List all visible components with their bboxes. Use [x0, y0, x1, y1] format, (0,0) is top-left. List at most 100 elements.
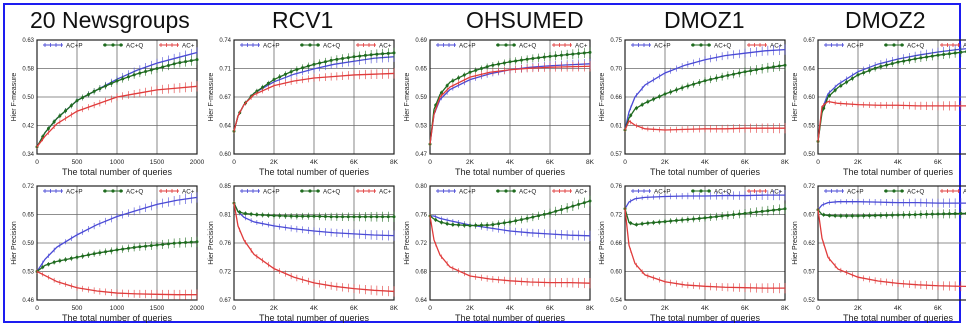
- y-tick-label: 0.50: [803, 152, 815, 158]
- data-point: [674, 88, 678, 92]
- data-point: [121, 247, 125, 251]
- data-point: [166, 242, 170, 246]
- series-line: [429, 215, 591, 284]
- data-point: [283, 72, 287, 76]
- legend-marker: [691, 43, 695, 47]
- legend-marker: [504, 189, 508, 193]
- data-point: [195, 58, 199, 62]
- data-point: [266, 81, 270, 85]
- data-point: [81, 96, 85, 100]
- series-line: [36, 85, 198, 148]
- data-point: [942, 212, 946, 216]
- data-point: [64, 109, 68, 113]
- data-point: [879, 213, 883, 217]
- legend-marker: [308, 43, 312, 47]
- data-point: [749, 211, 753, 215]
- x-tick-label: 8K: [586, 305, 595, 312]
- data-point: [577, 52, 581, 56]
- data-point: [491, 223, 495, 227]
- data-point: [959, 211, 963, 215]
- data-point: [278, 214, 282, 218]
- data-point: [845, 80, 849, 84]
- data-point: [839, 214, 843, 218]
- data-point: [86, 92, 90, 96]
- x-tick-label: 0: [623, 305, 627, 312]
- x-tick-label: 4K: [506, 305, 515, 312]
- data-point: [439, 220, 443, 224]
- y-tick-label: 0.69: [415, 38, 427, 44]
- x-axis-label: The total number of queries: [650, 313, 761, 323]
- series-AC+: [817, 207, 966, 292]
- data-point: [953, 212, 957, 216]
- data-point: [754, 68, 758, 72]
- data-point: [686, 217, 690, 221]
- data-point: [369, 215, 373, 219]
- x-tick-label: 2K: [661, 159, 670, 166]
- y-tick-label: 0.72: [610, 213, 622, 219]
- plot-area: [624, 39, 786, 155]
- legend-label: AC+Q: [907, 42, 924, 49]
- panel-title-rcv1: RCV1: [272, 7, 334, 33]
- plot-area: [817, 185, 966, 301]
- data-point: [634, 106, 638, 110]
- legend-label: AC+P: [847, 188, 864, 195]
- plot-area: [624, 185, 786, 301]
- data-point: [144, 244, 148, 248]
- x-tick-label: 2K: [466, 305, 475, 312]
- x-tick-label: 0: [816, 159, 820, 166]
- data-point: [571, 52, 575, 56]
- data-point: [783, 207, 787, 211]
- legend-label: AC+P: [66, 188, 83, 195]
- data-point: [760, 209, 764, 213]
- data-point: [126, 246, 130, 250]
- x-tick-label: 8K: [781, 305, 790, 312]
- data-point: [856, 214, 860, 218]
- data-point: [652, 97, 656, 101]
- figure-frame: [3, 3, 961, 323]
- data-point: [358, 215, 362, 219]
- data-point: [652, 221, 656, 225]
- x-axis-label: The total number of queries: [62, 313, 173, 323]
- data-point: [457, 223, 461, 227]
- data-point: [46, 262, 50, 266]
- series-AC+P: [624, 44, 786, 132]
- data-point: [172, 62, 176, 66]
- chart-panel-8: 0 2K 4K 6K 8K 0.64 0.68 0.72 0.76 0.80 The total n…: [404, 184, 595, 323]
- data-point: [640, 103, 644, 107]
- data-point: [856, 73, 860, 77]
- y-tick-label: 0.67: [219, 298, 231, 304]
- data-point: [554, 54, 558, 58]
- legend-label: AC+P: [847, 42, 864, 49]
- data-point: [680, 86, 684, 90]
- series-AC+: [429, 61, 591, 147]
- legend-label: AC+P: [459, 42, 476, 49]
- data-point: [867, 214, 871, 218]
- data-point: [777, 64, 781, 68]
- data-point: [732, 72, 736, 76]
- y-tick-label: 0.64: [803, 67, 815, 73]
- legend-marker: [707, 189, 711, 193]
- data-point: [75, 255, 79, 259]
- data-point: [381, 215, 385, 219]
- data-point: [352, 215, 356, 219]
- data-point: [346, 56, 350, 60]
- plot-area: [36, 39, 198, 155]
- legend-label: AC+Q: [907, 188, 924, 195]
- x-tick-label: 0: [35, 159, 39, 166]
- x-tick-label: 500: [72, 305, 83, 312]
- data-point: [249, 212, 253, 216]
- data-point: [925, 212, 929, 216]
- data-point: [726, 73, 730, 77]
- data-point: [184, 240, 188, 244]
- chart-panel-7: 0 2K 4K 6K 8K 0.67 0.72 0.76 0.81 0.85 The total n…: [208, 184, 399, 323]
- series-line: [36, 196, 198, 272]
- data-point: [261, 85, 265, 89]
- legend-label: AC+: [379, 42, 392, 49]
- panel-title-ohsumed: OHSUMED: [466, 7, 584, 33]
- series-line: [817, 209, 966, 288]
- data-point: [514, 219, 518, 223]
- data-point: [754, 210, 758, 214]
- data-point: [925, 55, 929, 59]
- data-point: [862, 71, 866, 75]
